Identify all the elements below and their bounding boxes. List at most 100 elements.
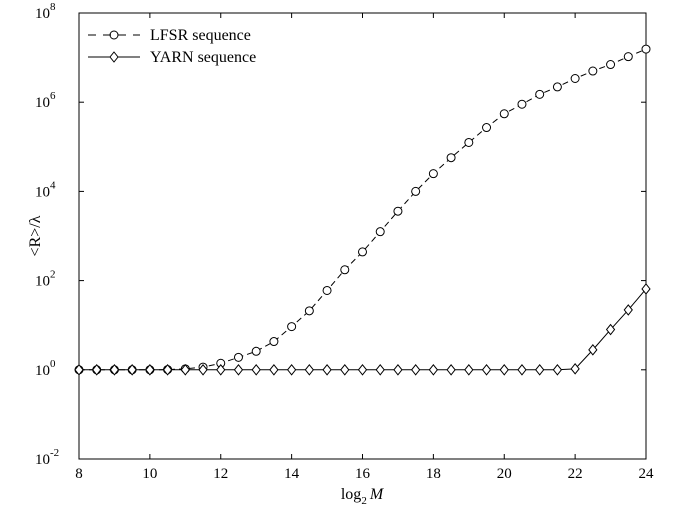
x-tick-label: 24: [639, 466, 655, 482]
y-tick-label-exponent: -2: [50, 447, 59, 459]
data-point: [304, 363, 314, 376]
data-point: [127, 363, 137, 376]
x-axis-label-variable: M: [369, 486, 385, 503]
data-point: [411, 363, 421, 376]
y-tick-label: 108: [35, 1, 56, 22]
data-point: [428, 169, 438, 179]
legend-marker-yarn: [109, 51, 119, 63]
x-tick-label: 12: [213, 466, 228, 482]
data-point: [588, 66, 598, 76]
y-tick-label-base: 10: [35, 452, 50, 468]
x-tick-label: 16: [355, 466, 371, 482]
data-point: [393, 363, 403, 376]
plot-area: [78, 12, 647, 460]
legend-label-yarn: YARN sequence: [150, 49, 256, 66]
legend-entry-yarn: YARN sequence: [88, 49, 256, 66]
data-point: [588, 344, 598, 356]
data-point: [358, 247, 367, 257]
data-point: [535, 363, 545, 376]
y-tick-label-exponent: 2: [50, 269, 56, 281]
data-point: [552, 82, 562, 92]
data-point: [570, 73, 580, 83]
data-point: [287, 322, 297, 332]
data-point: [517, 99, 527, 109]
y-tick-label-exponent: 8: [50, 1, 56, 13]
data-point: [499, 109, 509, 119]
data-point: [411, 186, 421, 196]
series-layer: [74, 44, 651, 376]
data-point: [517, 363, 527, 376]
data-point: [251, 363, 261, 376]
data-point: [623, 304, 633, 316]
data-point: [605, 323, 616, 336]
data-point: [606, 60, 616, 70]
y-tick-label: 10-2: [35, 447, 59, 468]
data-point: [375, 227, 385, 237]
x-tick-label: 18: [426, 466, 441, 482]
legend-marker-lfsr: [109, 30, 119, 40]
data-point: [464, 363, 474, 376]
legend: LFSR sequence YARN sequence: [88, 27, 256, 66]
data-point: [233, 352, 243, 362]
x-tick-label: 8: [75, 466, 83, 482]
data-point: [375, 363, 385, 376]
y-tick-label-base: 10: [35, 274, 50, 290]
data-point: [145, 363, 155, 376]
series-yarn: [74, 283, 651, 376]
x-axis-label: log2 M: [341, 486, 385, 507]
y-tick-label: 100: [35, 358, 56, 379]
legend-entry-lfsr: LFSR sequence: [88, 27, 251, 44]
data-point: [482, 123, 492, 133]
x-tick-label: 22: [568, 466, 583, 482]
x-axis-label-subscript: 2: [361, 495, 367, 507]
data-point: [322, 363, 332, 376]
y-tick-label-base: 10: [35, 6, 50, 22]
data-point: [251, 346, 261, 356]
y-axis-label: <R>/λ: [27, 215, 44, 256]
data-point: [286, 363, 297, 376]
data-point: [535, 89, 545, 99]
data-point: [340, 363, 350, 376]
x-tick-labels: 8 10 12 14 16 18 20 22 24: [75, 466, 654, 482]
data-point: [641, 283, 651, 295]
data-point: [92, 363, 102, 376]
data-point: [481, 363, 492, 376]
data-point: [180, 363, 190, 376]
data-point: [446, 153, 456, 163]
data-point: [428, 363, 439, 376]
data-point: [216, 363, 226, 376]
data-point: [340, 265, 350, 275]
legend-label-lfsr: LFSR sequence: [150, 27, 251, 44]
data-point: [393, 206, 403, 216]
y-tick-label-base: 10: [35, 184, 50, 200]
data-point: [269, 337, 279, 347]
x-tick-label: 14: [284, 466, 300, 482]
axis-ticks: [78, 12, 647, 460]
data-point: [304, 306, 314, 316]
data-point: [570, 363, 580, 375]
data-point: [74, 363, 84, 376]
data-point: [446, 363, 456, 376]
x-tick-label: 10: [142, 466, 157, 482]
x-tick-label: 20: [497, 466, 512, 482]
data-point: [357, 363, 368, 376]
data-point: [198, 363, 208, 376]
data-point: [233, 363, 244, 376]
x-axis-label-base: log: [341, 486, 361, 503]
y-tick-label: 102: [35, 269, 56, 290]
data-point: [623, 52, 633, 62]
y-tick-label-exponent: 6: [50, 90, 56, 102]
data-point: [499, 363, 509, 376]
data-point: [109, 363, 120, 376]
y-tick-label: 106: [35, 90, 56, 111]
data-point: [162, 363, 173, 376]
y-tick-label-exponent: 0: [50, 358, 56, 370]
y-tick-label: 104: [35, 179, 56, 200]
data-point: [464, 137, 474, 147]
y-tick-label-exponent: 4: [50, 179, 56, 191]
y-tick-label-base: 10: [35, 363, 50, 379]
data-point: [322, 285, 332, 295]
y-tick-label-base: 10: [35, 95, 50, 111]
